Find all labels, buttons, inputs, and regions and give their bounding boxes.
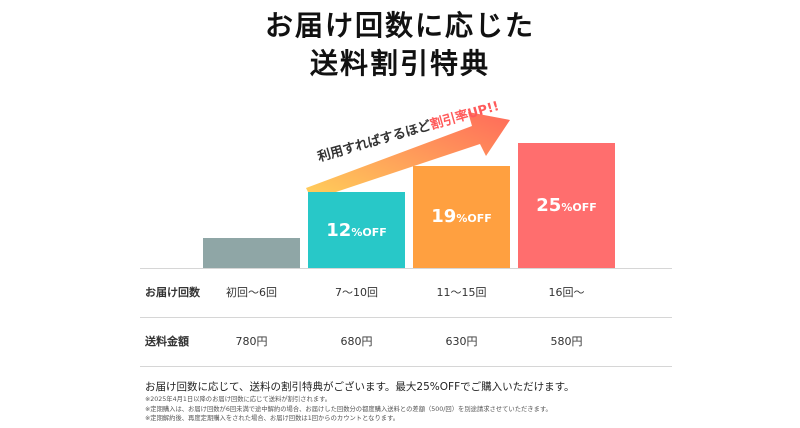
discount-bar-label: 12%OFF [326,219,387,241]
note-small-1: ※2025年4月1日以降のお届け回数に応じて送料が割引されます。 [145,396,332,403]
delivery-cell: 初回〜6回 [226,286,277,299]
shipping-cell: 580円 [550,335,583,348]
discount-bar-label: 19%OFF [431,206,492,228]
page-title-line-2: 送料割引特典 [309,47,490,80]
discount-bar-2: 12%OFF [308,192,405,268]
note-small-3: ※定期解約後、再度定期購入をされた場合、お届け回数は1回からのカウントとなります… [145,415,400,422]
shipping-cell: 680円 [340,335,373,348]
arrow-banner-icon [306,112,510,200]
delivery-cell: 7〜10回 [335,286,378,299]
discount-bar-3: 19%OFF [413,165,510,268]
shipping-cell: 630円 [445,335,478,348]
table-row-shipping: 送料金額 780円 680円 630円 580円 [140,318,672,367]
page-title-line-1: お届け回数に応じた [264,9,535,42]
table-row-delivery: お届け回数 初回〜6回 7〜10回 11〜15回 16回〜 [140,269,672,318]
delivery-cell: 11〜15回 [436,286,487,299]
chart-baseline [140,268,672,269]
shipping-cell: 780円 [235,335,268,348]
note-main: お届け回数に応じて、送料の割引特典がございます。最大25%OFFでご購入いただけ… [145,381,575,393]
discount-bar-4: 25%OFF [518,143,615,268]
shipping-header: 送料金額 [145,335,189,348]
discount-bar-1 [203,238,300,268]
discount-bar-label: 25%OFF [536,195,597,216]
delivery-cell: 16回〜 [548,286,585,299]
delivery-header: お届け回数 [145,286,200,299]
note-small-2: ※定期購入は、お届け回数が6回未満で途中解約の場合、お届けした回数分の都度購入送… [145,406,552,413]
